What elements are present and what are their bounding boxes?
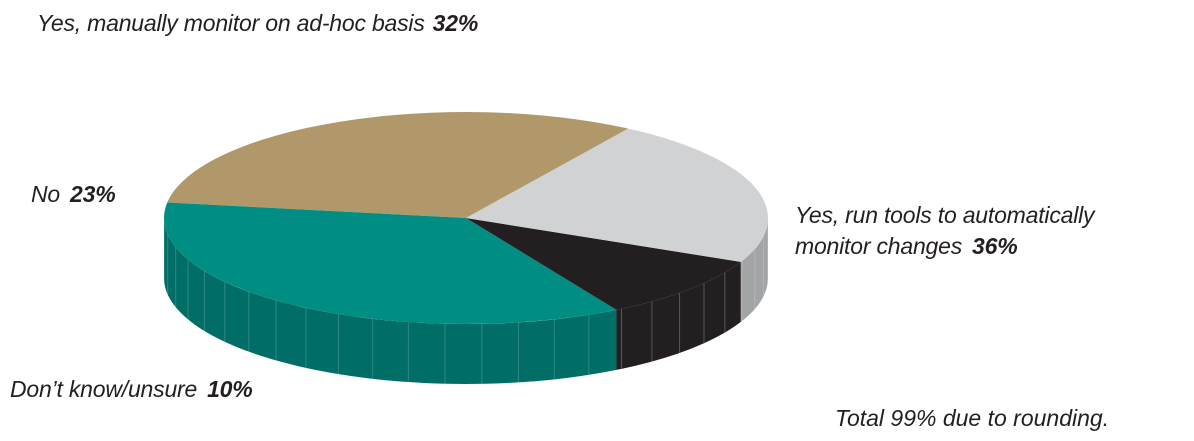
label-auto-line1: Yes, run tools to automatically	[795, 202, 1095, 228]
label-auto: Yes, run tools to automatically monitor c…	[795, 200, 1095, 262]
rounding-note: Total 99% due to rounding.	[835, 405, 1110, 431]
label-auto-value: 36%	[972, 233, 1018, 259]
pie-slice-manual	[167, 112, 629, 218]
label-dontknow-text: Don’t know/unsure	[10, 376, 198, 402]
label-no-value: 23%	[70, 181, 116, 207]
pie-side-no	[740, 218, 769, 322]
label-dontknow-value: 10%	[207, 376, 253, 402]
label-no-text: No	[31, 181, 61, 207]
label-auto-line2: monitor changes 36%	[795, 231, 1094, 262]
label-auto-line2-text: monitor changes	[795, 233, 963, 259]
label-no: No 23%	[31, 179, 116, 210]
pie-side-dontknow	[616, 261, 741, 370]
pie-slice-auto	[164, 202, 617, 324]
label-manual-value: 32%	[432, 10, 479, 36]
label-manual-text: Yes, manually monitor on ad-hoc basis	[37, 10, 425, 36]
pie-slice-no	[466, 128, 768, 262]
pie-slice-dontknow	[466, 218, 741, 310]
label-manual: Yes, manually monitor on ad-hoc basis 32%	[37, 8, 478, 39]
label-dontknow: Don’t know/unsure 10%	[10, 374, 253, 405]
pie-side-auto	[164, 218, 617, 384]
pie-sides	[163, 218, 769, 384]
pie-tops	[164, 112, 768, 324]
